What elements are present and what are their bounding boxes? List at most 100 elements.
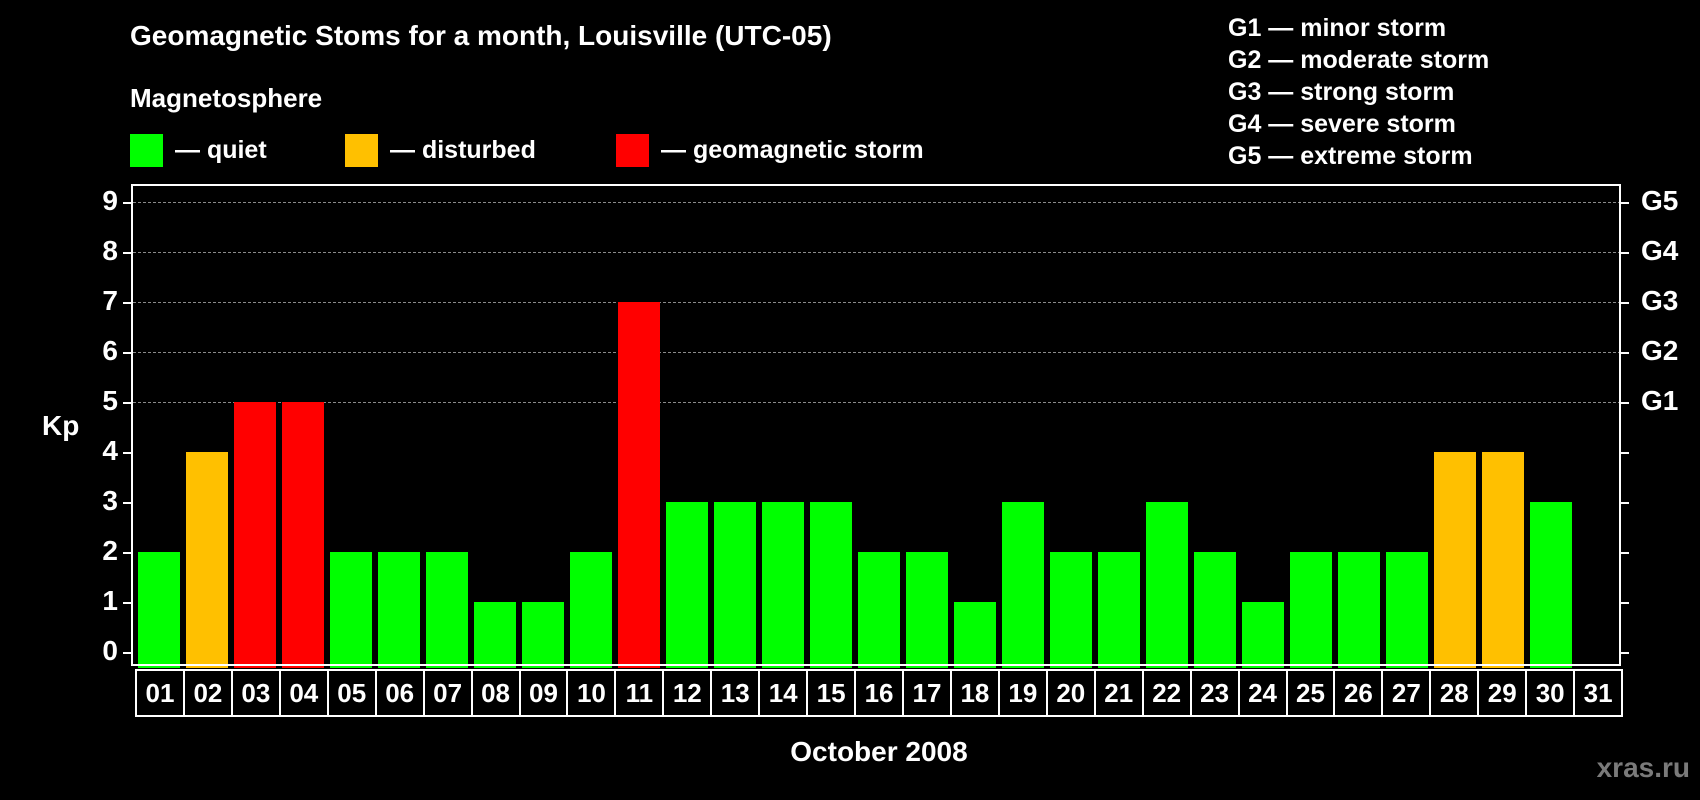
g-legend-item: G4 — severe storm (1228, 110, 1456, 138)
bar-day-03 (234, 402, 276, 668)
g-scale-tick-label: G3 (1641, 285, 1679, 316)
legend-label: — quiet (175, 135, 267, 164)
right-tick-mark (1621, 402, 1629, 404)
legend-item-storm: — geomagnetic storm (616, 132, 924, 168)
right-tick-mark (1621, 302, 1629, 304)
legend-label: — geomagnetic storm (661, 135, 924, 164)
x-tick-label: 09 (521, 671, 569, 715)
bar-day-19 (1002, 502, 1044, 668)
bar-day-09 (522, 602, 564, 668)
g-scale-tick-label: G2 (1641, 335, 1679, 366)
disturbed-swatch (345, 133, 378, 167)
x-tick-label: 24 (1240, 671, 1288, 715)
y-tick-mark (123, 252, 131, 254)
bar-day-04 (282, 402, 324, 668)
x-tick-label: 22 (1144, 671, 1192, 715)
x-tick-label: 04 (281, 671, 329, 715)
x-tick-label: 16 (856, 671, 904, 715)
y-tick-mark (123, 602, 131, 604)
x-tick-label: 14 (760, 671, 809, 715)
gridline (133, 252, 1621, 253)
x-tick-label: 08 (473, 671, 521, 715)
y-tick-label: 5 (102, 385, 118, 416)
bar-day-06 (378, 552, 420, 668)
bar-day-15 (810, 502, 852, 668)
bar-day-18 (954, 602, 996, 668)
bar-day-28 (1434, 452, 1476, 668)
bar-day-23 (1194, 552, 1236, 668)
chart-title: Geomagnetic Stoms for a month, Louisvill… (130, 20, 832, 51)
gridline (133, 402, 1621, 403)
bar-day-10 (570, 552, 612, 668)
right-tick-mark (1621, 252, 1629, 254)
y-tick-mark (123, 202, 131, 204)
bar-day-20 (1050, 552, 1092, 668)
bar-day-07 (426, 552, 468, 668)
bar-day-02 (186, 452, 228, 668)
y-tick-mark (123, 402, 131, 404)
legend-item-disturbed: — disturbed (345, 132, 536, 168)
y-tick-mark (123, 302, 131, 304)
g-legend-item: G2 — moderate storm (1228, 46, 1490, 74)
y-tick-label: 2 (102, 535, 118, 566)
x-tick-label: 30 (1527, 671, 1576, 715)
g-scale-legend: G1 — minor storm G2 — moderate storm G3 … (1228, 12, 1489, 172)
x-tick-label: 25 (1288, 671, 1336, 715)
x-tick-label: 02 (185, 671, 233, 715)
x-tick-label: 31 (1583, 677, 1613, 708)
gridline (133, 352, 1621, 353)
y-tick-label: 4 (102, 435, 118, 466)
x-tick-label: 12 (664, 671, 713, 715)
plot-frame (131, 184, 1621, 666)
bar-day-21 (1098, 552, 1140, 668)
x-tick-label: 10 (568, 671, 617, 715)
g-scale-tick-label: G5 (1641, 185, 1679, 216)
legend-heading: Magnetosphere (130, 83, 323, 113)
legend-label: — disturbed (390, 135, 536, 164)
x-axis-label: October 2008 (790, 736, 968, 767)
bar-day-08 (474, 602, 516, 668)
bar-day-13 (714, 502, 756, 668)
quiet-swatch (130, 133, 163, 167)
g-scale-tick-label: G1 (1641, 385, 1679, 416)
x-tick-label: 13 (712, 671, 761, 715)
right-tick-mark (1621, 452, 1629, 454)
right-tick-mark (1621, 552, 1629, 554)
bar-day-25 (1290, 552, 1332, 668)
y-tick-mark (123, 352, 131, 354)
y-tick-mark (123, 502, 131, 504)
x-tick-label: 18 (952, 671, 1000, 715)
x-tick-label: 06 (377, 671, 425, 715)
g-legend-item: G3 — strong storm (1228, 78, 1455, 106)
right-tick-mark (1621, 502, 1629, 504)
x-tick-label: 05 (329, 671, 377, 715)
storm-swatch (616, 133, 649, 167)
watermark: xras.ru (1596, 752, 1690, 783)
bar-day-29 (1482, 452, 1524, 668)
bar-day-26 (1338, 552, 1380, 668)
x-tick-label: 26 (1335, 671, 1384, 715)
x-tick-label: 21 (1096, 671, 1144, 715)
bar-day-14 (762, 502, 804, 668)
y-tick-mark (123, 652, 131, 654)
bar-day-05 (330, 552, 372, 668)
gridline (133, 302, 1621, 303)
y-tick-label: 3 (102, 485, 118, 516)
g-scale-tick-label: G4 (1641, 235, 1679, 266)
bar-day-30 (1530, 502, 1572, 668)
x-tick-label: 20 (1048, 671, 1096, 715)
y-tick-label: 6 (102, 335, 118, 366)
x-tick-label: 23 (1192, 671, 1240, 715)
legend-item-quiet: — quiet (130, 132, 267, 168)
x-tick-label: 27 (1383, 671, 1432, 715)
x-tick-label: 17 (904, 671, 952, 715)
g-legend-item: G1 — minor storm (1228, 14, 1447, 42)
bar-day-17 (906, 552, 948, 668)
x-axis-day-labels: 01 02 03 04 05 06 07 08 09 10 11 12 13 14 15 16 17 18 19 20… (135, 669, 1623, 717)
right-tick-mark (1621, 352, 1629, 354)
y-tick-mark (123, 452, 131, 454)
x-tick-label: 01 (137, 671, 185, 715)
x-tick-label: 03 (233, 671, 281, 715)
gridline (133, 202, 1621, 203)
bar-day-22 (1146, 502, 1188, 668)
